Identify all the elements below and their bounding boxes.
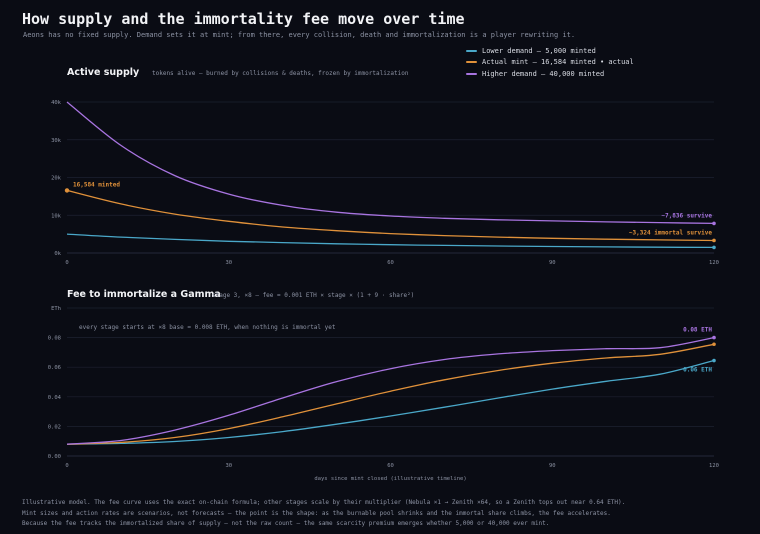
supply-y-tick-label: 0k — [54, 251, 61, 257]
supply-series-line-0 — [66, 233, 715, 249]
fee-y-tick-label: 0.00 — [48, 454, 61, 460]
chart-subtitle: Aeons has no fixed supply. Demand sets i… — [23, 31, 576, 39]
fee-y-tick-label: ETh — [51, 306, 61, 312]
footer-notes: Illustrative model. The fee curve uses t… — [22, 498, 625, 530]
supply-x-tick-label: 60 — [387, 260, 394, 266]
supply-x-tick-label: 90 — [549, 260, 556, 266]
legend-swatch-higher — [466, 72, 477, 75]
fee-x-tick-label: 30 — [225, 463, 232, 469]
fee-x-axis-label: days since mint closed (illustrative tim… — [314, 476, 466, 482]
fee-annotation-2: 0.06 ETH — [683, 367, 712, 374]
supply-series-line-1 — [66, 189, 715, 242]
fee-panel-title: Fee to immortalize a Gamma — [67, 289, 221, 300]
supply-x-tick-label: 120 — [709, 260, 719, 266]
supply-series-end-point-1 — [712, 238, 716, 243]
footer-line-2: Mint sizes and action rates are scenario… — [22, 509, 611, 517]
fee-series-end-point-0 — [712, 358, 716, 363]
footer-line-1: Illustrative model. The fee curve uses t… — [22, 499, 626, 506]
supply-series-line-2 — [66, 101, 715, 225]
legend-item-higher: Higher demand — 40,000 minted — [466, 68, 634, 80]
supply-y-tick-label: 30k — [51, 138, 62, 144]
footer-line-3: Because the fee tracks the immortalized … — [22, 520, 550, 527]
fee-series-end-point-2 — [712, 335, 716, 340]
supply-annotation-0: 16,584 minted — [73, 181, 120, 188]
supply-x-tick-label: 30 — [225, 260, 232, 266]
fee-x-tick-label: 60 — [387, 463, 394, 469]
legend-label-higher: Higher demand — 40,000 minted — [482, 69, 605, 78]
supply-x-tick-label: 0 — [65, 260, 68, 266]
legend-label-actual: Actual mint — 16,584 minted • actual — [482, 58, 634, 67]
legend-swatch-actual — [466, 61, 477, 64]
fee-y-tick-label: 0.04 — [48, 395, 62, 401]
fee-series-end-point-1 — [712, 342, 716, 347]
fee-annotation-0: every stage starts at ×8 base = 0.008 ET… — [79, 324, 336, 331]
supply-y-tick-label: 40k — [51, 100, 62, 106]
fee-series-line-0 — [66, 359, 715, 445]
legend-item-lower: Lower demand — 5,000 minted — [466, 45, 634, 57]
supply-annotation-1: ~7,836 survive — [661, 212, 712, 219]
fee-annotation-1: 0.08 ETH — [683, 327, 712, 334]
supply-series-start-point-1 — [64, 188, 70, 193]
supply-series-end-point-2 — [712, 221, 716, 226]
legend: Lower demand — 5,000 minted Actual mint … — [466, 45, 634, 80]
fee-x-tick-label: 120 — [709, 463, 719, 469]
legend-label-lower: Lower demand — 5,000 minted — [482, 46, 596, 55]
chart-title: How supply and the immortality fee move … — [22, 10, 465, 28]
supply-y-tick-label: 20k — [51, 176, 62, 182]
supply-panel-subtitle: tokens alive — burned by collisions & de… — [152, 70, 409, 77]
fee-y-tick-label: 0.02 — [48, 424, 61, 430]
supply-annotation-2: ~3,324 immortal survive — [629, 229, 712, 236]
fee-series-line-2 — [66, 336, 715, 445]
supply-panel-title: Active supply — [67, 67, 140, 78]
fee-series-line-1 — [66, 343, 715, 445]
fee-y-tick-label: 0.08 — [48, 336, 61, 342]
fee-x-tick-label: 0 — [65, 463, 68, 469]
supply-series-end-point-0 — [712, 245, 716, 250]
fee-panel-subtitle: stage 3, ×8 — fee = 0.001 ETH × stage × … — [212, 292, 415, 299]
fee-x-tick-label: 90 — [549, 463, 556, 469]
legend-swatch-lower — [466, 49, 477, 52]
fee-y-tick-label: 0.06 — [48, 365, 61, 371]
supply-y-tick-label: 10k — [51, 213, 62, 219]
legend-item-actual: Actual mint — 16,584 minted • actual — [466, 57, 634, 69]
